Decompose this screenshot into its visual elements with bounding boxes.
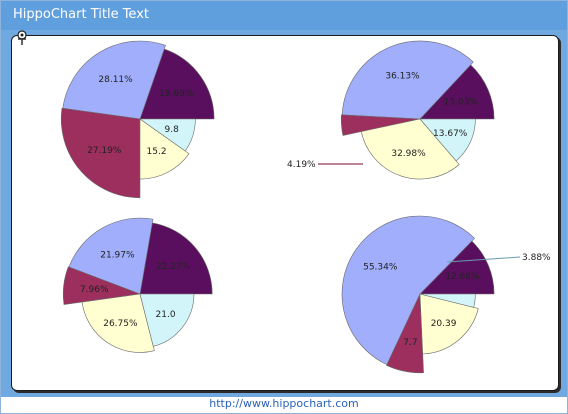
pie-slice[interactable] <box>60 107 141 199</box>
pie-slice[interactable] <box>62 40 166 120</box>
pie-slice[interactable] <box>81 293 155 353</box>
pie-chart-3: 22.27% 21.97% 7.96% 26.75% 21.0 <box>62 217 213 353</box>
pie-slice[interactable] <box>419 293 479 355</box>
pie-slice[interactable] <box>341 215 476 366</box>
slice-label: 26.75% <box>103 319 138 329</box>
title-bar: HippoChart Title Text <box>1 1 567 30</box>
pie-slice[interactable] <box>139 293 195 347</box>
window-title: HippoChart Title Text <box>13 7 149 22</box>
pie-slice[interactable] <box>341 40 474 120</box>
pie-slice[interactable] <box>139 118 190 180</box>
slice-label: 20.39 <box>431 319 457 329</box>
pie-chart-1: 19.69% 28.11% 27.19% 15.2 9.8 <box>60 40 215 199</box>
slice-label: 7.7 <box>403 338 417 348</box>
pie-slice[interactable] <box>419 64 495 120</box>
pie-slice[interactable] <box>419 240 495 295</box>
slice-label: 19.69% <box>159 89 194 99</box>
slice-label: 28.11% <box>98 75 133 85</box>
slice-label: 32.98% <box>391 149 426 159</box>
slice-label: 9.8 <box>165 125 180 135</box>
pie-slice[interactable] <box>340 114 421 136</box>
slice-label: 12.66% <box>445 272 480 282</box>
pie-slice[interactable] <box>139 48 215 120</box>
pie-slice[interactable] <box>360 118 460 180</box>
pushpin-icon[interactable] <box>15 30 29 50</box>
footer-link[interactable]: http://www.hippochart.com <box>209 397 359 410</box>
pie-chart-2: 13.03% 36.13% 4.19% 32.98% 13.67% <box>287 40 495 180</box>
slice-label: 21.97% <box>100 250 135 260</box>
slice-label: 13.03% <box>444 97 479 107</box>
slice-label: 22.27% <box>156 262 191 272</box>
pie-slice[interactable] <box>139 118 196 152</box>
pie-slice[interactable] <box>139 222 213 295</box>
slice-label: 3.88% <box>522 253 551 263</box>
label-leader-line <box>446 256 521 263</box>
slice-label: 13.67% <box>433 129 468 139</box>
slice-label: 27.19% <box>87 146 122 156</box>
pie-slice[interactable] <box>386 293 424 374</box>
slice-label: 36.13% <box>385 72 420 82</box>
slice-label: 55.34% <box>363 262 398 272</box>
slice-label: 7.96% <box>80 285 109 295</box>
slice-label: 4.19% <box>287 160 316 170</box>
slice-label: 15.2 <box>147 147 167 157</box>
slice-label: 21.0 <box>156 310 176 320</box>
pie-chart-4: 12.66% 55.34% 7.7 20.39 3.88% <box>341 215 551 374</box>
pie-slice[interactable] <box>419 118 476 162</box>
pie-slice[interactable] <box>62 266 141 305</box>
pie-slice[interactable] <box>419 293 476 308</box>
